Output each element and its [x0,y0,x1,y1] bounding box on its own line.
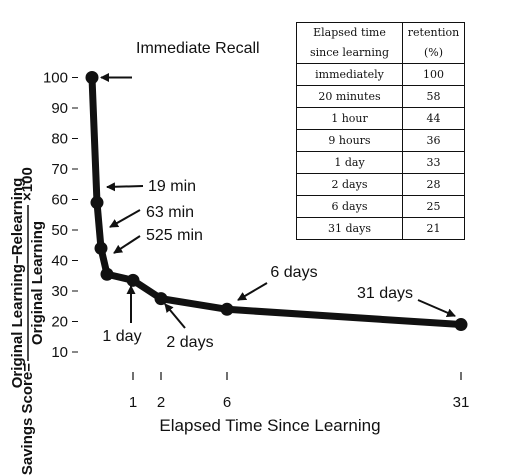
table-row: 6 days 25 [296,195,465,218]
retention-table-wrapper: Elapsed time since learning retention (%… [296,22,465,240]
header-retention-line2: (%) [423,46,444,59]
y-tick-label: 10 [51,344,68,361]
y-axis-label-prefix: Savings Score= [19,363,36,475]
cell-retention: 28 [402,173,465,196]
x-tick-label: 6 [223,394,231,411]
table-row: 2 days 28 [296,173,465,196]
table-row: 1 day 33 [296,151,465,174]
annotation-arrow-6-days [237,282,268,301]
table-row: immediately 100 [296,63,465,86]
cell-time: 9 hours [296,129,403,152]
cell-retention: 58 [402,85,465,108]
cell-time: 20 minutes [296,85,403,108]
table-row: 9 hours 36 [296,129,465,152]
annotation-6-days: 6 days [270,264,317,281]
header-elapsed-time-line1: Elapsed time [313,26,386,39]
data-point-6-days [220,302,234,316]
data-point-immediate-recall [85,71,99,84]
y-tick-label: 20 [51,314,68,331]
y-axis-ticks: 10 20 30 40 50 60 70 80 90 100 [43,70,78,361]
data-point-31-days [454,318,468,332]
cell-time: immediately [296,63,403,86]
annotation-1-day: 1 day [102,328,141,345]
data-point-1-day [126,273,140,287]
y-tick-label: 50 [51,222,68,239]
header-elapsed-time: Elapsed time since learning [296,22,403,64]
cell-time: 6 days [296,195,403,218]
x-tick-label: 2 [157,394,165,411]
cell-retention: 100 [402,63,465,86]
annotation-immediate-recall: Immediate Recall [136,40,260,57]
cell-time: 2 days [296,173,403,196]
annotation-arrow-19-min [106,182,144,192]
cell-retention: 33 [402,151,465,174]
table-header-row: Elapsed time since learning retention (%… [296,22,465,64]
annotation-31-days: 31 days [357,285,413,302]
data-point-63-min [94,241,108,255]
x-axis-label: Elapsed Time Since Learning [159,416,380,435]
header-elapsed-time-line2: since learning [310,46,389,59]
annotation-arrow-2-days [164,303,186,329]
annotation-63-min: 63 min [146,204,194,221]
data-point-525-min [100,267,114,281]
header-retention-line1: retention [407,26,460,39]
cell-time: 31 days [296,217,403,240]
cell-time: 1 hour [296,107,403,130]
cell-retention: 25 [402,195,465,218]
annotation-arrow-525-min [113,235,141,254]
annotation-525-min: 525 min [146,227,203,244]
annotation-19-min: 19 min [148,178,196,195]
table-row: 1 hour 44 [296,107,465,130]
x-tick-label: 31 [453,394,470,411]
series-line [88,74,465,329]
annotation-arrow-63-min [109,209,141,228]
y-tick-label: 80 [51,131,68,148]
retention-table: Elapsed time since learning retention (%… [296,22,465,240]
x-tick-label: 1 [129,394,137,411]
data-point-19-min [90,196,104,210]
table-row: 31 days 21 [296,217,465,240]
y-tick-label: 90 [51,100,68,117]
cell-retention: 44 [402,107,465,130]
header-retention: retention (%) [402,22,465,64]
cell-retention: 21 [402,217,465,240]
cell-time: 1 day [296,151,403,174]
y-tick-label: 70 [51,161,68,178]
y-tick-label: 100 [43,70,68,87]
annotation-arrow-31-days [417,299,456,317]
y-tick-label: 60 [51,192,68,209]
data-point-2-days [154,292,168,306]
y-tick-label: 40 [51,253,68,270]
annotation-2-days: 2 days [166,334,213,351]
cell-retention: 36 [402,129,465,152]
x-axis-ticks: 1 2 6 31 [129,372,470,411]
y-axis-label-denominator: Original Learning [29,221,46,345]
y-axis-label-suffix: ×100 [19,167,36,201]
y-axis-label-numerator: Original Learning−Relearning [9,178,26,388]
series-layer [85,71,468,332]
y-tick-label: 30 [51,283,68,300]
y-axis-label: Savings Score= Original Learning−Relearn… [9,167,46,475]
table-row: 20 minutes 58 [296,85,465,108]
annotation-layer: Immediate Recall 19 min 63 min 525 min 1 day… [100,40,456,351]
